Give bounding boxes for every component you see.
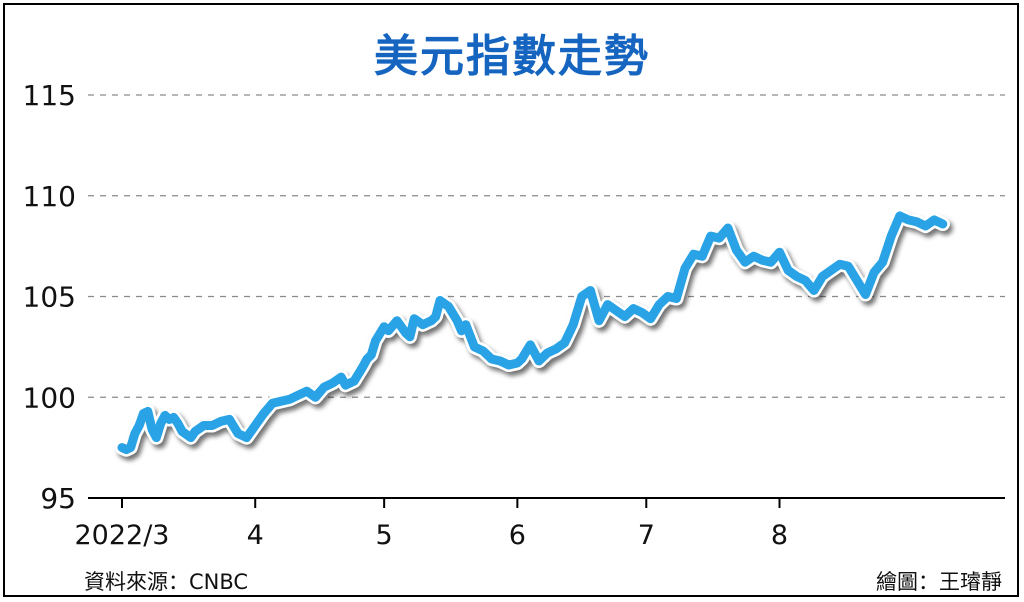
x-axis: 2022/3 4 5 6 7 8 — [75, 497, 1005, 551]
y-tick-label-100: 100 — [23, 381, 76, 414]
series-line — [117, 211, 948, 455]
x-tick-label-0: 2022/3 — [75, 520, 170, 551]
gridlines — [88, 94, 1005, 398]
credit-note: 繪圖：王璿靜 — [876, 570, 1002, 594]
series-line-outline — [115, 208, 950, 457]
y-tick-label-110: 110 — [23, 180, 76, 213]
y-tick-label-105: 105 — [23, 281, 76, 314]
y-tick-label-115: 115 — [23, 79, 76, 112]
y-axis: 95 100 105 110 115 — [23, 79, 76, 515]
y-tick-label-95: 95 — [40, 482, 76, 515]
x-tick-label-2: 5 — [376, 520, 393, 551]
chart-title: 美元指數走勢 — [374, 31, 650, 82]
x-tick-label-5: 8 — [771, 520, 788, 551]
source-note: 資料來源：CNBC — [84, 570, 249, 594]
series-group — [115, 208, 950, 457]
x-tick-label-4: 7 — [638, 520, 655, 551]
x-tick-label-1: 4 — [247, 520, 264, 551]
x-tick-label-3: 6 — [509, 520, 526, 551]
